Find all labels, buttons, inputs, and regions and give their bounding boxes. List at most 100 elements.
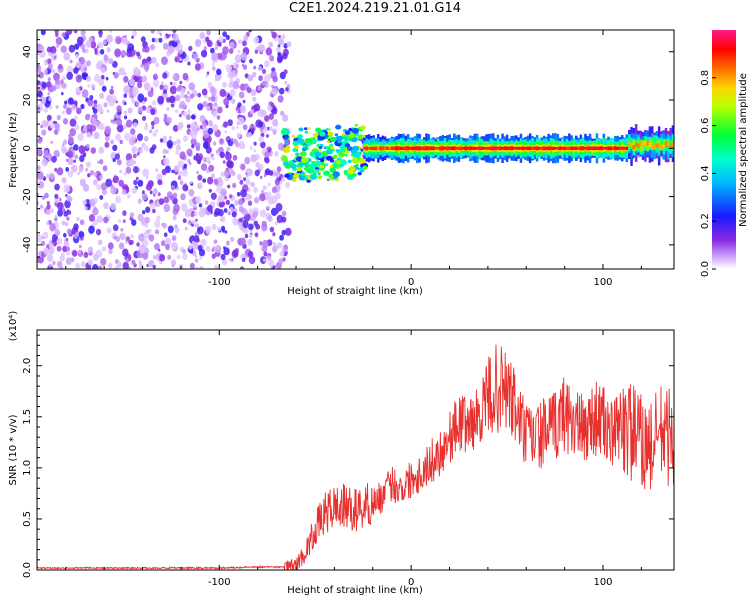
spectrogram-cell bbox=[144, 223, 149, 228]
spectrogram-cell bbox=[57, 202, 64, 211]
spectrogram-band-cell bbox=[600, 146, 603, 151]
spectrogram-cell bbox=[47, 92, 50, 96]
spectrogram-band-cell bbox=[416, 146, 419, 151]
spectrogram-cell bbox=[120, 232, 126, 241]
spectrogram-cell bbox=[60, 252, 65, 258]
spectrogram-cell bbox=[228, 258, 232, 262]
spectrogram-cell bbox=[190, 213, 195, 218]
spectrogram-band-cell bbox=[586, 146, 589, 151]
spectrogram-cell bbox=[112, 224, 119, 232]
spectrogram-cell bbox=[268, 113, 274, 120]
spectrogram-cell bbox=[247, 132, 253, 138]
spectrogram-cell bbox=[188, 189, 195, 197]
spectrogram-cell bbox=[248, 30, 252, 33]
spectrogram-cell bbox=[362, 165, 368, 170]
spectrogram-cell bbox=[150, 108, 156, 115]
spectrogram-cell bbox=[281, 155, 288, 161]
spectrogram-cell bbox=[65, 237, 69, 242]
spectrogram-cell bbox=[194, 223, 199, 228]
spectrogram-cell bbox=[75, 54, 79, 59]
spectrogram-cell bbox=[326, 140, 331, 144]
spectrogram-cell bbox=[186, 114, 191, 121]
spectrogram-cell bbox=[170, 259, 177, 266]
spectrogram-cell bbox=[100, 67, 106, 74]
spectrogram-cell bbox=[278, 38, 284, 46]
spectrogram-cell bbox=[172, 74, 177, 79]
spectrogram-cell bbox=[99, 92, 105, 100]
spectrogram-cell bbox=[201, 49, 208, 58]
spectrogram-cell bbox=[217, 194, 225, 203]
spectrogram-band-cell bbox=[501, 146, 504, 150]
spectrogram-cell bbox=[223, 98, 230, 106]
spectrogram-cell bbox=[145, 106, 151, 114]
spectrogram-cell bbox=[182, 249, 187, 255]
spectrogram-cell bbox=[182, 72, 189, 81]
spectrogram-cell bbox=[184, 226, 188, 231]
spectrogram-cell bbox=[112, 60, 118, 68]
spectrogram-cell bbox=[90, 41, 97, 49]
spectrogram-cell bbox=[235, 64, 239, 69]
spectrogram-cell bbox=[173, 203, 181, 213]
spectrogram-band-cell bbox=[397, 146, 401, 151]
spectrogram-cell bbox=[48, 263, 52, 268]
spectrogram-band-cell bbox=[420, 146, 424, 150]
spectrogram-cell bbox=[154, 243, 160, 251]
spectrogram-cell bbox=[158, 248, 161, 252]
spectrogram-cell bbox=[253, 149, 257, 153]
spectrogram-cell bbox=[99, 195, 104, 200]
spectrogram-cell bbox=[124, 72, 127, 76]
spectrogram-cell bbox=[55, 105, 59, 109]
spectrogram-cell bbox=[255, 223, 261, 230]
spectrogram-cell bbox=[113, 72, 119, 79]
spectrogram-cell bbox=[232, 154, 238, 161]
spectrogram-cell bbox=[41, 120, 48, 128]
spectrogram-band-cell bbox=[453, 146, 456, 151]
spectrogram-band-cell bbox=[542, 146, 546, 151]
spectrogram-band-cell bbox=[671, 142, 674, 147]
spectrogram-band-cell bbox=[436, 147, 440, 150]
spectrogram-cell bbox=[143, 230, 151, 239]
spectrogram-cell bbox=[281, 177, 286, 183]
spectrogram-cell bbox=[49, 172, 55, 180]
spectrogram-band-cell bbox=[570, 146, 573, 151]
spectrogram-cell bbox=[269, 226, 275, 233]
spectrogram-cell bbox=[214, 264, 219, 269]
spectrogram-cell bbox=[130, 234, 134, 239]
spectrogram-cell bbox=[189, 262, 195, 269]
spectrogram-band-cell bbox=[602, 146, 606, 150]
spectrogram-cell bbox=[40, 30, 46, 36]
spectrogram-cell bbox=[147, 90, 154, 98]
spectrogram-cell bbox=[77, 40, 83, 47]
spectrogram-cell bbox=[120, 227, 124, 232]
spectrogram-cell bbox=[125, 119, 133, 128]
spectrogram-cell bbox=[138, 260, 142, 265]
spectrogram-cell bbox=[110, 85, 114, 89]
spectrogram-band-cell bbox=[372, 146, 375, 150]
spectrogram-cell bbox=[44, 68, 48, 74]
spectrogram-cell bbox=[215, 150, 219, 154]
spectrogram-cell bbox=[197, 127, 200, 131]
spectrogram-band-cell bbox=[404, 146, 408, 151]
spectrogram-cell bbox=[133, 166, 139, 174]
spectrogram-band-cell bbox=[395, 146, 398, 151]
spectrogram-cell bbox=[101, 188, 107, 195]
spectrogram-cell bbox=[361, 134, 367, 139]
spectrogram-cell bbox=[37, 106, 41, 111]
spectrogram-cell bbox=[344, 154, 348, 157]
spectrogram-cell bbox=[254, 49, 258, 54]
spectrogram-cell bbox=[138, 234, 145, 242]
spectrogram-cell bbox=[108, 262, 113, 269]
spectrogram-cell bbox=[334, 133, 339, 137]
spectrogram-cell bbox=[190, 138, 197, 146]
spectrogram-band-cell bbox=[402, 146, 405, 150]
spectrogram-band-cell bbox=[499, 146, 502, 151]
spectrogram-band-cell bbox=[609, 146, 612, 151]
spectrogram-cell bbox=[347, 174, 354, 180]
spectrogram-cell bbox=[73, 30, 78, 34]
spectrogram-cell bbox=[277, 142, 285, 151]
spectrogram-cell bbox=[275, 202, 283, 212]
spectrogram-cell bbox=[250, 127, 255, 133]
spectrogram-cell bbox=[51, 85, 57, 92]
spectrogram-cell bbox=[219, 151, 225, 159]
spectrogram-cell bbox=[179, 100, 186, 109]
